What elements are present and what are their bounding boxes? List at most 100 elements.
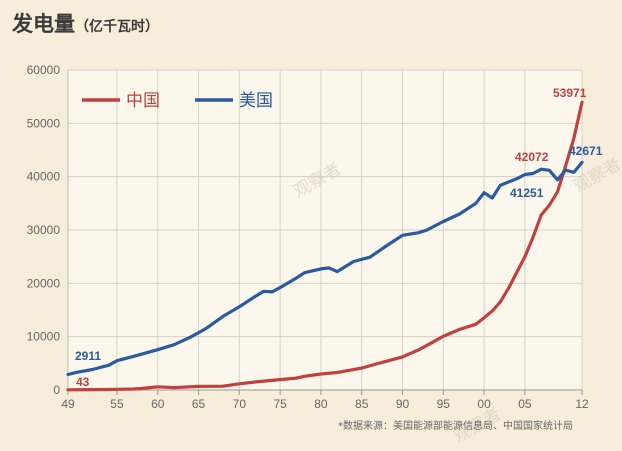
data-point: [238, 305, 241, 308]
data-point: [384, 244, 388, 248]
data-point: [499, 300, 502, 303]
data-point: [491, 309, 494, 313]
data-point: [303, 271, 306, 274]
data-point: [221, 384, 225, 388]
data-point: [442, 335, 445, 338]
y-tick-label: 0: [53, 383, 60, 397]
data-point: [417, 231, 421, 234]
data-point: [540, 168, 543, 171]
data-point: [564, 168, 567, 172]
data-point: [91, 388, 94, 391]
data-point: [295, 376, 298, 380]
data-point: [115, 388, 119, 391]
data-point: [482, 191, 486, 194]
legend-label: 美国: [239, 91, 273, 111]
x-tick-label: 00: [477, 397, 491, 411]
data-point: [107, 364, 110, 367]
data-label: 53971: [553, 86, 587, 100]
data-point: [66, 373, 70, 376]
data-point: [556, 190, 559, 194]
series-line-美国: [66, 160, 584, 377]
data-point: [572, 171, 576, 174]
data-point: [425, 228, 429, 232]
data-point: [531, 235, 535, 239]
y-tick-label: 50000: [27, 116, 61, 130]
data-point: [580, 161, 584, 164]
data-point: [132, 355, 135, 358]
data-point: [319, 372, 323, 376]
y-tick-label: 30000: [27, 223, 61, 237]
data-point: [580, 100, 584, 104]
data-point: [352, 260, 355, 263]
data-point: [221, 315, 225, 318]
data-point: [442, 220, 445, 223]
x-tick-label: 65: [192, 397, 206, 411]
data-point: [417, 348, 421, 351]
data-point: [278, 286, 282, 289]
data-point: [336, 371, 339, 374]
x-tick-label: 95: [437, 397, 451, 411]
data-point: [132, 387, 135, 391]
data-point: [515, 271, 518, 274]
data-point: [327, 266, 331, 270]
x-tick-label: 70: [233, 397, 247, 411]
data-point: [262, 290, 266, 293]
data-point: [401, 355, 404, 359]
y-tick-label: 10000: [27, 330, 61, 344]
data-point: [474, 202, 478, 205]
data-label: 2911: [75, 349, 101, 363]
data-point: [564, 164, 567, 167]
y-tick-label: 40000: [27, 170, 61, 184]
data-point: [238, 382, 241, 386]
data-point: [531, 172, 535, 175]
data-point: [376, 362, 380, 365]
x-tick-label: 05: [518, 397, 532, 411]
data-point: [91, 368, 94, 371]
data-label: 43: [76, 375, 90, 389]
data-label: 42671: [569, 144, 603, 158]
data-point: [401, 234, 404, 237]
x-tick-label: 49: [61, 397, 75, 411]
data-point: [523, 173, 527, 176]
data-point: [172, 343, 176, 346]
series-line-中国: [66, 100, 584, 392]
data-point: [74, 371, 78, 374]
chart-title-unit: （亿千瓦时）: [75, 19, 159, 35]
x-tick-label: 75: [273, 397, 287, 411]
data-point: [303, 375, 306, 378]
x-tick-label: 90: [396, 397, 410, 411]
data-point: [205, 326, 208, 330]
data-point: [556, 178, 559, 182]
data-point: [336, 270, 339, 273]
chart-title: 发电量（亿千瓦时）: [12, 8, 159, 38]
data-point: [197, 385, 200, 388]
y-tick-label: 20000: [27, 276, 61, 290]
data-point: [474, 323, 478, 326]
data-point: [458, 328, 461, 331]
x-tick-label: 12: [575, 397, 589, 411]
data-point: [156, 385, 159, 389]
data-point: [140, 387, 143, 390]
data-point: [368, 256, 372, 259]
data-point: [66, 388, 70, 391]
data-point: [499, 184, 502, 187]
data-point: [515, 177, 518, 180]
data-point: [523, 255, 527, 258]
data-label: 42072: [515, 150, 549, 164]
data-point: [548, 169, 551, 172]
data-point: [295, 276, 298, 280]
data-point: [572, 137, 576, 140]
data-point: [254, 380, 257, 384]
data-point: [507, 286, 510, 290]
x-tick-label: 80: [314, 397, 328, 411]
legend-label: 中国: [126, 91, 160, 111]
x-tick-label: 60: [151, 397, 165, 411]
chart-title-main: 发电量: [12, 12, 75, 36]
data-point: [548, 203, 551, 207]
data-point: [482, 316, 486, 319]
y-tick-label: 60000: [27, 63, 61, 77]
data-point: [540, 213, 543, 217]
data-point: [458, 212, 461, 216]
data-point: [189, 336, 192, 339]
